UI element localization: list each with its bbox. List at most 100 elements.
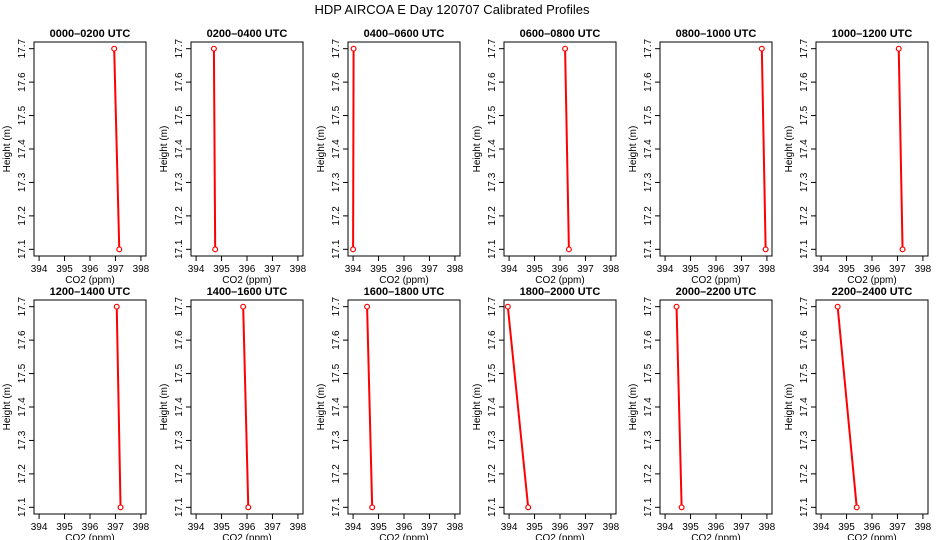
profile-line bbox=[506, 306, 530, 508]
x-tick-label: 395 bbox=[526, 522, 543, 533]
x-tick-label: 395 bbox=[56, 264, 73, 275]
x-axis-label: CO2 (ppm) bbox=[847, 533, 896, 540]
y-tick-label: 17.5 bbox=[174, 363, 185, 383]
y-tick-label: 17.1 bbox=[174, 239, 185, 259]
y-tick-label: 17.4 bbox=[331, 397, 342, 417]
y-tick-label: 17.2 bbox=[643, 206, 654, 226]
y-tick-label: 17.3 bbox=[331, 430, 342, 450]
x-tick-label: 398 bbox=[915, 522, 932, 533]
y-tick-label: 17.7 bbox=[487, 297, 498, 317]
y-tick-label: 17.1 bbox=[799, 497, 810, 517]
plot-frame bbox=[503, 299, 617, 515]
y-axis-label: Height (m) bbox=[159, 384, 170, 431]
profile-point bbox=[369, 504, 376, 511]
x-tick-label: 398 bbox=[447, 264, 464, 275]
y-tick-label: 17.2 bbox=[799, 206, 810, 226]
plot-frame bbox=[33, 299, 147, 515]
y-tick-label: 17.4 bbox=[174, 139, 185, 159]
y-axis-label: Height (m) bbox=[2, 384, 13, 431]
profile-point bbox=[245, 504, 252, 511]
x-axis-label: CO2 (ppm) bbox=[535, 275, 584, 286]
profile-point bbox=[212, 246, 219, 253]
profile-line bbox=[564, 48, 570, 250]
y-tick-label: 17.5 bbox=[331, 105, 342, 125]
x-axis-label: CO2 (ppm) bbox=[65, 275, 114, 286]
y-tick-label: 17.4 bbox=[331, 139, 342, 159]
y-tick-label: 17.1 bbox=[331, 497, 342, 517]
profile-point bbox=[673, 303, 680, 310]
x-tick-label: 394 bbox=[657, 264, 674, 275]
profile-panel-12: 2200–2400 UTC 394 395 396 397 398 17.1 17.2 17.3… bbox=[784, 286, 932, 540]
y-tick-label: 17.5 bbox=[643, 105, 654, 125]
profile-panel-2: 0200–0400 UTC 394 395 396 397 398 17.1 17.2 17.3… bbox=[159, 28, 307, 286]
y-tick-label: 17.5 bbox=[643, 363, 654, 383]
y-tick-label: 17.7 bbox=[174, 39, 185, 59]
y-tick-label: 17.2 bbox=[17, 206, 28, 226]
y-tick-label: 17.3 bbox=[174, 430, 185, 450]
y-tick-label: 17.2 bbox=[331, 464, 342, 484]
y-tick-label: 17.1 bbox=[487, 497, 498, 517]
profile-line bbox=[836, 306, 858, 508]
y-tick-label: 17.2 bbox=[643, 464, 654, 484]
profile-point bbox=[117, 504, 124, 511]
y-axis-label: Height (m) bbox=[2, 126, 13, 173]
x-tick-label: 396 bbox=[396, 264, 413, 275]
x-tick-label: 396 bbox=[239, 264, 256, 275]
profile-line bbox=[242, 306, 250, 508]
y-tick-label: 17.1 bbox=[643, 239, 654, 259]
panel-title: 1200–1400 UTC bbox=[50, 286, 131, 298]
profile-panel-5: 0800–1000 UTC 394 395 396 397 398 17.1 17.2 17.3… bbox=[628, 28, 776, 286]
y-tick-label: 17.6 bbox=[17, 330, 28, 350]
x-tick-label: 397 bbox=[889, 522, 906, 533]
x-axis-label: CO2 (ppm) bbox=[691, 533, 740, 540]
x-axis-label: CO2 (ppm) bbox=[222, 275, 271, 286]
x-tick-label: 395 bbox=[838, 522, 855, 533]
y-tick-label: 17.3 bbox=[487, 430, 498, 450]
y-tick-label: 17.5 bbox=[17, 363, 28, 383]
y-tick-label: 17.3 bbox=[799, 172, 810, 192]
y-tick-label: 17.5 bbox=[799, 363, 810, 383]
x-tick-label: 396 bbox=[82, 522, 99, 533]
x-tick-label: 395 bbox=[56, 522, 73, 533]
y-tick-label: 17.2 bbox=[174, 464, 185, 484]
y-tick-label: 17.7 bbox=[331, 297, 342, 317]
x-tick-label: 397 bbox=[264, 264, 281, 275]
profile-point bbox=[853, 504, 860, 511]
profile-point bbox=[116, 246, 123, 253]
panel-title: 2200–2400 UTC bbox=[832, 286, 913, 298]
x-tick-label: 396 bbox=[708, 264, 725, 275]
x-tick-label: 398 bbox=[290, 264, 307, 275]
x-tick-label: 395 bbox=[682, 522, 699, 533]
profile-point bbox=[504, 303, 511, 310]
y-tick-label: 17.5 bbox=[174, 105, 185, 125]
x-tick-label: 398 bbox=[447, 522, 464, 533]
y-tick-label: 17.6 bbox=[487, 330, 498, 350]
x-tick-label: 398 bbox=[133, 264, 150, 275]
y-tick-label: 17.1 bbox=[17, 239, 28, 259]
x-tick-label: 397 bbox=[107, 264, 124, 275]
y-tick-label: 17.4 bbox=[643, 397, 654, 417]
x-axis-label: CO2 (ppm) bbox=[535, 533, 584, 540]
x-axis-label: CO2 (ppm) bbox=[847, 275, 896, 286]
y-tick-label: 17.3 bbox=[17, 430, 28, 450]
y-tick-label: 17.5 bbox=[487, 363, 498, 383]
x-tick-label: 397 bbox=[889, 264, 906, 275]
x-tick-label: 398 bbox=[759, 264, 776, 275]
y-tick-label: 17.3 bbox=[174, 172, 185, 192]
x-tick-label: 395 bbox=[682, 264, 699, 275]
x-tick-label: 394 bbox=[31, 264, 48, 275]
y-tick-label: 17.5 bbox=[487, 105, 498, 125]
y-tick-label: 17.6 bbox=[17, 72, 28, 92]
y-tick-label: 17.4 bbox=[487, 397, 498, 417]
plot-frame bbox=[347, 299, 461, 515]
x-tick-label: 396 bbox=[82, 264, 99, 275]
profile-point bbox=[111, 45, 118, 52]
y-tick-label: 17.3 bbox=[799, 430, 810, 450]
panel-grid: 0000–0200 UTC 394 395 396 397 398 17.1 17.2 17.3… bbox=[2, 28, 932, 540]
x-tick-label: 397 bbox=[577, 264, 594, 275]
profile-line bbox=[897, 48, 904, 250]
x-tick-label: 394 bbox=[188, 522, 205, 533]
y-tick-label: 17.7 bbox=[487, 39, 498, 59]
profile-point bbox=[364, 303, 371, 310]
